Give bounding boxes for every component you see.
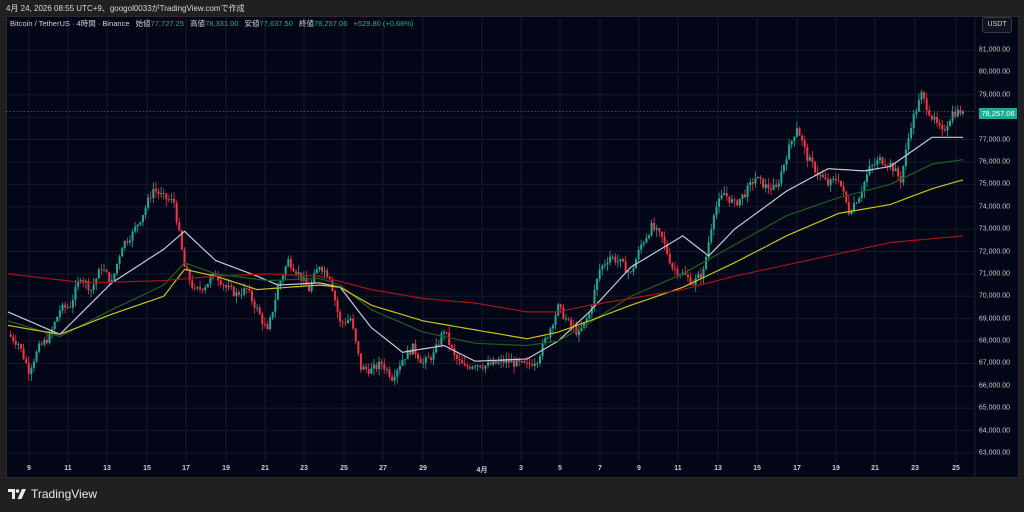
time-axis-label: 27 — [379, 465, 387, 472]
time-axis-label: 5 — [558, 465, 562, 472]
price-axis-label: 65,000.00 — [978, 404, 1010, 412]
time-axis-label: 29 — [419, 465, 427, 472]
time-axis-label: 17 — [793, 465, 801, 472]
time-axis-label: 23 — [300, 465, 308, 472]
candles — [9, 89, 964, 385]
price-axis-label: 69,000.00 — [978, 315, 1010, 323]
footer-branding: TradingView — [8, 487, 97, 501]
open-label: 始値 — [135, 19, 151, 28]
time-axis-label: 21 — [871, 465, 879, 472]
change-value: +529.80 (+0.68%) — [353, 19, 414, 28]
last-price-tag: 78,257.06 — [979, 108, 1017, 119]
candlestick-chart[interactable] — [6, 16, 1019, 478]
low-value: 77,637.50 — [259, 19, 293, 28]
price-axis-label: 75,000.00 — [978, 180, 1010, 188]
brand-name[interactable]: TradingView — [31, 487, 98, 501]
time-axis-label: 11 — [64, 465, 72, 472]
time-axis-label: 7 — [598, 465, 602, 472]
time-axis-label: 15 — [753, 465, 761, 472]
high-label: 高値 — [190, 19, 206, 28]
price-axis-label: 67,000.00 — [978, 359, 1010, 367]
time-axis-label: 11 — [674, 465, 682, 472]
time-axis-label: 25 — [340, 465, 348, 472]
price-axis-label: 79,000.00 — [978, 91, 1010, 99]
price-axis-label: 81,000.00 — [978, 46, 1010, 54]
price-axis-label: 63,000.00 — [978, 449, 1010, 457]
open-value: 77,727.25 — [150, 19, 184, 28]
close-label: 終値 — [299, 19, 314, 28]
price-axis-label: 80,000.00 — [978, 68, 1010, 76]
symbol-legend: Bitcoin / TetherUS · 4時間 · Binance 始値77,… — [10, 18, 414, 30]
price-axis-label: 68,000.00 — [978, 337, 1010, 345]
price-axis-label: 66,000.00 — [978, 382, 1010, 390]
price-axis-label: 72,000.00 — [978, 248, 1010, 255]
time-axis-label: 4月 — [476, 467, 488, 474]
time-axis-label: 19 — [222, 465, 230, 472]
time-axis-label: 21 — [261, 465, 269, 472]
time-axis-label: 3 — [519, 465, 523, 472]
chart-caption: 4月 24, 2026 08:55 UTC+9、googol0033がTradi… — [6, 4, 245, 13]
price-axis-label: 73,000.00 — [978, 225, 1010, 233]
moving-average-line — [7, 235, 964, 313]
low-label: 安値 — [244, 19, 260, 28]
price-axis-label: 71,000.00 — [978, 270, 1010, 278]
time-axis-label: 17 — [182, 465, 190, 472]
time-axis-label: 13 — [714, 465, 722, 472]
moving-average-line — [7, 179, 964, 340]
chart-frame — [6, 16, 1019, 478]
time-axis-label: 13 — [103, 465, 111, 472]
tradingview-logo-icon — [8, 489, 26, 499]
price-axis-label: 70,000.00 — [978, 292, 1010, 300]
moving-average-line — [7, 136, 963, 362]
symbol-name[interactable]: Bitcoin / TetherUS · 4時間 · Binance — [10, 19, 130, 28]
time-axis-label: 9 — [637, 465, 641, 472]
close-value: 78,257.06 — [314, 19, 348, 28]
time-axis-label: 19 — [832, 465, 840, 472]
price-axis-label: 74,000.00 — [978, 203, 1010, 211]
time-axis-label: 23 — [911, 465, 919, 472]
time-axis-label: 15 — [143, 465, 151, 472]
price-axis-label: 77,000.00 — [978, 136, 1010, 144]
time-axis-label: 25 — [952, 465, 960, 472]
price-axis-label: 64,000.00 — [978, 427, 1010, 435]
currency-button[interactable]: USDT — [982, 17, 1012, 33]
moving-average-line — [7, 159, 964, 347]
price-axis-label: 76,000.00 — [978, 158, 1010, 166]
high-value: 78,331.00 — [205, 19, 239, 28]
time-axis-label: 9 — [27, 465, 31, 472]
